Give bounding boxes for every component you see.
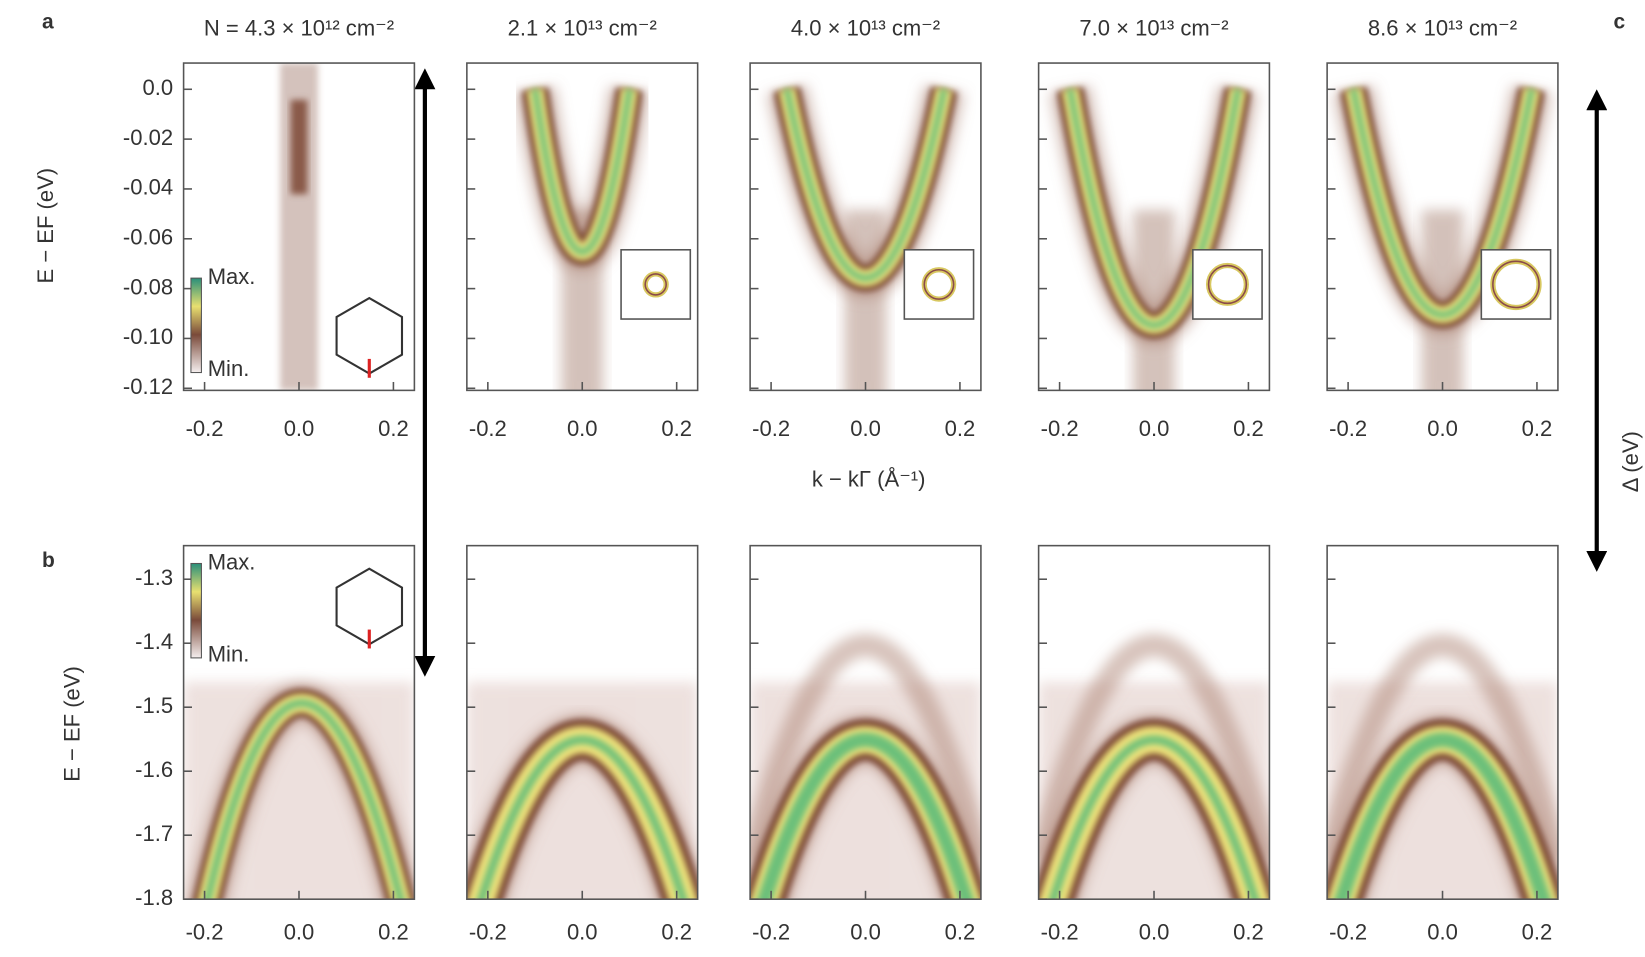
y-tick-label: 0.0 <box>142 75 173 100</box>
x-tick-label: 0.0 <box>1139 416 1170 441</box>
intensity-map <box>1327 645 1558 913</box>
intensity-map <box>1353 89 1550 419</box>
intensity-map <box>280 63 318 390</box>
intensity-map <box>184 682 415 913</box>
inset <box>904 250 973 319</box>
x-tick-label: -0.2 <box>752 920 790 945</box>
density-label: 8.6 × 10¹³ cm⁻² <box>1368 15 1517 40</box>
x-tick-label: 0.0 <box>1427 920 1458 945</box>
y-tick-label: -1.6 <box>135 757 173 782</box>
delta-axis-label: Δ (eV) <box>1618 431 1643 492</box>
intensity-map <box>535 89 690 419</box>
x-tick-label: 0.2 <box>1522 920 1553 945</box>
x-tick-label: 0.0 <box>1139 920 1170 945</box>
x-tick-label: 0.2 <box>945 416 976 441</box>
x-tick-label: 0.2 <box>661 416 692 441</box>
figure: a b c k − kΓ (Å⁻¹) E − EF (eV) E − EF (e… <box>0 0 1645 957</box>
y-tick-label: -0.08 <box>123 274 173 299</box>
colorbar <box>191 278 201 372</box>
x-tick-label: 0.0 <box>567 920 598 945</box>
x-tick-label: 0.0 <box>850 416 881 441</box>
x-tick-label: 0.2 <box>661 920 692 945</box>
intensity-map <box>787 89 974 419</box>
colorbar <box>191 563 201 657</box>
intensity-map <box>467 682 698 913</box>
y-axis-label: E − EF (eV) <box>33 168 58 284</box>
colorbar-label: Min. <box>208 356 250 381</box>
density-label: N = 4.3 × 10¹² cm⁻² <box>204 15 394 40</box>
x-tick-label: -0.2 <box>186 920 224 945</box>
y-tick-label: -1.4 <box>135 629 173 654</box>
y-tick-label: -0.02 <box>123 125 173 150</box>
x-tick-label: -0.2 <box>469 920 507 945</box>
inset <box>621 250 690 319</box>
x-tick-label: -0.2 <box>1041 920 1079 945</box>
y-axis-label: E − EF (eV) <box>59 666 84 782</box>
intensity-map <box>750 645 981 913</box>
panel-label: b <box>42 549 55 572</box>
band-edge <box>291 100 308 194</box>
x-tick-label: 0.0 <box>567 416 598 441</box>
x-tick-label: 0.2 <box>1233 416 1264 441</box>
x-tick-label: 0.2 <box>1233 920 1264 945</box>
x-tick-label: 0.2 <box>1522 416 1553 441</box>
density-label: 2.1 × 10¹³ cm⁻² <box>508 15 657 40</box>
x-tick-label: -0.2 <box>1329 416 1367 441</box>
x-tick-label: -0.2 <box>469 416 507 441</box>
x-axis-label: k − kΓ (Å⁻¹) <box>812 466 926 491</box>
y-tick-label: -1.8 <box>135 885 173 910</box>
x-tick-label: -0.2 <box>1041 416 1079 441</box>
y-tick-label: -1.7 <box>135 821 173 846</box>
y-tick-label: -1.3 <box>135 565 173 590</box>
colorbar-label: Min. <box>208 642 250 667</box>
x-tick-label: -0.2 <box>1329 920 1367 945</box>
inset <box>1193 250 1262 319</box>
density-label: 7.0 × 10¹³ cm⁻² <box>1079 15 1228 40</box>
x-tick-label: 0.0 <box>284 920 315 945</box>
intensity-map <box>1070 89 1262 419</box>
intensity-map <box>1039 645 1270 913</box>
x-tick-label: 0.2 <box>378 920 409 945</box>
y-tick-label: -0.12 <box>123 374 173 399</box>
x-tick-label: 0.2 <box>945 920 976 945</box>
y-tick-label: -0.04 <box>123 175 173 200</box>
colorbar-label: Max. <box>208 264 256 289</box>
panel-label: a <box>42 11 54 34</box>
x-tick-label: 0.0 <box>1427 416 1458 441</box>
panel-label: c <box>1614 11 1626 34</box>
x-tick-label: 0.0 <box>284 416 315 441</box>
y-tick-label: -1.5 <box>135 693 173 718</box>
x-tick-label: 0.2 <box>378 416 409 441</box>
colorbar-label: Max. <box>208 549 256 574</box>
y-tick-label: -0.10 <box>123 324 173 349</box>
x-tick-label: -0.2 <box>186 416 224 441</box>
x-tick-label: -0.2 <box>752 416 790 441</box>
x-tick-label: 0.0 <box>850 920 881 945</box>
density-label: 4.0 × 10¹³ cm⁻² <box>791 15 940 40</box>
y-tick-label: -0.06 <box>123 225 173 250</box>
